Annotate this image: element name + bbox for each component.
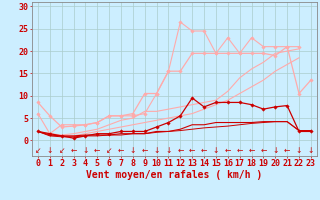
X-axis label: Vent moyen/en rafales ( km/h ): Vent moyen/en rafales ( km/h ) xyxy=(86,170,262,180)
Text: ↓: ↓ xyxy=(308,146,314,155)
Text: ←: ← xyxy=(189,146,196,155)
Text: ←: ← xyxy=(94,146,100,155)
Text: ←: ← xyxy=(118,146,124,155)
Text: ←: ← xyxy=(70,146,77,155)
Text: ←: ← xyxy=(201,146,207,155)
Text: ←: ← xyxy=(248,146,255,155)
Text: ←: ← xyxy=(236,146,243,155)
Text: ↙: ↙ xyxy=(106,146,112,155)
Text: ↓: ↓ xyxy=(213,146,219,155)
Text: ←: ← xyxy=(260,146,267,155)
Text: ←: ← xyxy=(141,146,148,155)
Text: ↓: ↓ xyxy=(130,146,136,155)
Text: ↓: ↓ xyxy=(47,146,53,155)
Text: ↙: ↙ xyxy=(35,146,41,155)
Text: ↓: ↓ xyxy=(272,146,278,155)
Text: ↓: ↓ xyxy=(165,146,172,155)
Text: ←: ← xyxy=(177,146,184,155)
Text: ↓: ↓ xyxy=(82,146,89,155)
Text: ↓: ↓ xyxy=(153,146,160,155)
Text: ↙: ↙ xyxy=(59,146,65,155)
Text: ←: ← xyxy=(225,146,231,155)
Text: ↓: ↓ xyxy=(296,146,302,155)
Text: ←: ← xyxy=(284,146,290,155)
